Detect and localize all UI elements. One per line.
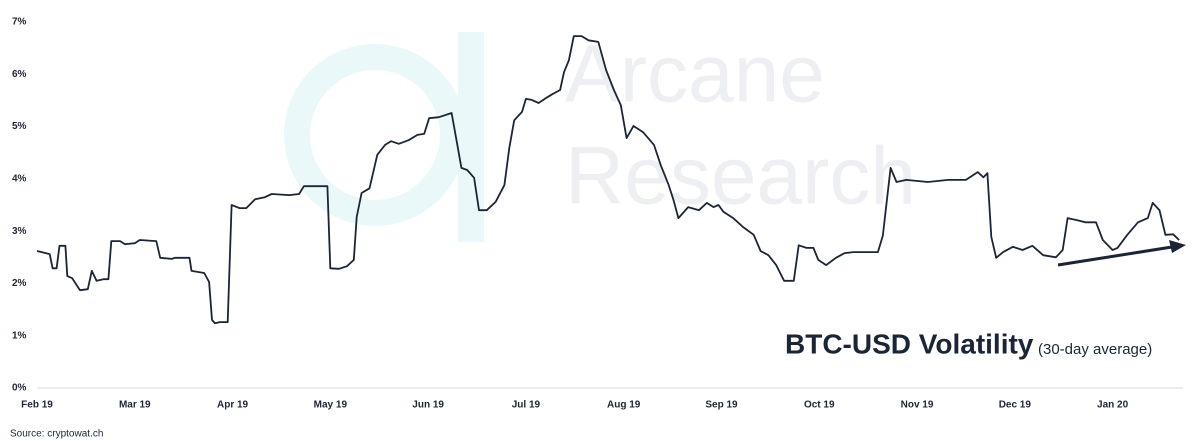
y-tick-label: 0%: [12, 383, 27, 394]
chart-title: BTC-USD Volatility: [785, 328, 1034, 359]
x-tick-label: Oct 19: [804, 400, 835, 411]
x-tick-label: Jun 19: [412, 400, 444, 411]
y-tick-label: 2%: [12, 278, 27, 289]
chart-subtitle: (30-day average): [1038, 341, 1152, 358]
watermark-logo: [284, 32, 484, 242]
x-tick-label: Nov 19: [901, 400, 934, 411]
x-tick-label: Sep 19: [705, 400, 738, 411]
trend-arrow: [1057, 240, 1186, 267]
y-tick-label: 7%: [12, 17, 27, 28]
x-tick-label: Jan 20: [1097, 400, 1129, 411]
y-tick-label: 3%: [12, 226, 27, 237]
y-tick-label: 6%: [12, 69, 27, 80]
watermark-text: Research: [565, 131, 916, 222]
x-tick-label: Feb 19: [21, 400, 53, 411]
x-tick-label: Aug 19: [607, 400, 641, 411]
source-note: Source: cryptowat.ch: [10, 429, 103, 440]
x-tick-label: Apr 19: [217, 400, 249, 411]
watermark-text: Arcane: [565, 29, 825, 120]
x-tick-label: Dec 19: [999, 400, 1032, 411]
y-tick-label: 4%: [12, 173, 27, 184]
volatility-line: [36, 35, 1180, 325]
x-tick-label: May 19: [314, 400, 348, 411]
y-tick-label: 5%: [12, 121, 27, 132]
x-tick-label: Jul 19: [512, 400, 541, 411]
x-tick-label: Mar 19: [119, 400, 151, 411]
y-tick-label: 1%: [12, 330, 27, 341]
